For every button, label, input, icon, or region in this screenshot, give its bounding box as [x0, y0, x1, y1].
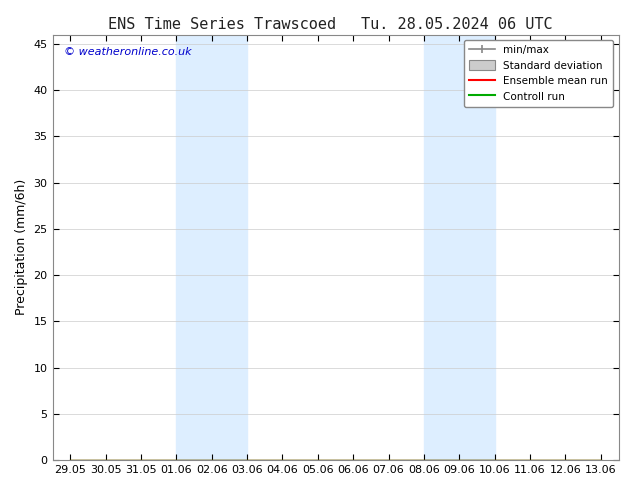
Bar — [424, 35, 495, 460]
Bar — [176, 35, 247, 460]
Legend: min/max, Standard deviation, Ensemble mean run, Controll run: min/max, Standard deviation, Ensemble me… — [464, 40, 613, 107]
Y-axis label: Precipitation (mm/6h): Precipitation (mm/6h) — [15, 179, 28, 316]
Text: © weatheronline.co.uk: © weatheronline.co.uk — [64, 48, 191, 57]
Text: ENS Time Series Trawscoed: ENS Time Series Trawscoed — [108, 17, 336, 32]
Text: Tu. 28.05.2024 06 UTC: Tu. 28.05.2024 06 UTC — [361, 17, 552, 32]
